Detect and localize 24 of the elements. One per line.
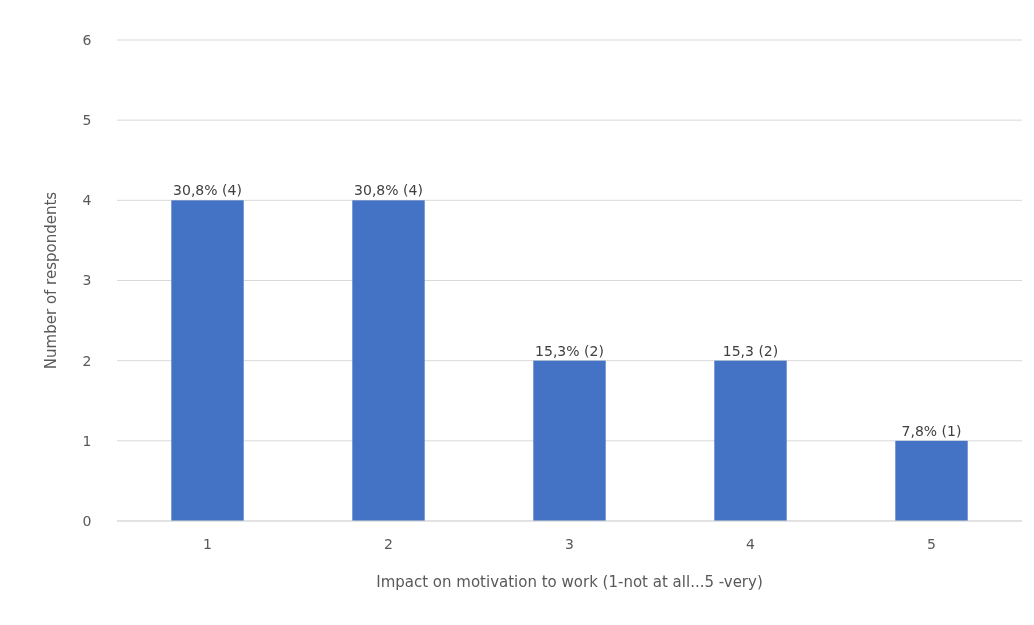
x-tick-label: 3 (565, 536, 574, 552)
y-tick-label: 0 (82, 512, 92, 529)
y-tick-label: 2 (82, 352, 92, 369)
data-label: 15,3 (2) (722, 342, 779, 359)
y-tick-label: 6 (82, 31, 92, 48)
data-label: 7,8% (1) (901, 422, 962, 439)
bar (533, 360, 606, 521)
y-tick-label: 3 (82, 272, 92, 289)
data-label: 30,8% (4) (354, 182, 423, 199)
data-label: 30,8% (4) (173, 182, 242, 199)
bar (352, 200, 425, 521)
y-axis-title: Number of respondents (42, 191, 60, 370)
y-tick-label: 1 (82, 432, 92, 449)
bar (895, 440, 968, 521)
x-axis-title: Impact on motivation to work (1-not at all...5 -very) (376, 573, 763, 591)
y-tick-label: 4 (82, 192, 92, 209)
x-tick-label: 5 (927, 536, 936, 552)
bar (714, 360, 787, 521)
bar (171, 200, 244, 521)
y-tick-label: 5 (82, 112, 92, 129)
data-label: 15,3% (2) (535, 342, 604, 359)
x-tick-label: 1 (203, 536, 212, 552)
x-tick-label: 4 (746, 536, 756, 552)
x-tick-label: 2 (384, 536, 393, 552)
